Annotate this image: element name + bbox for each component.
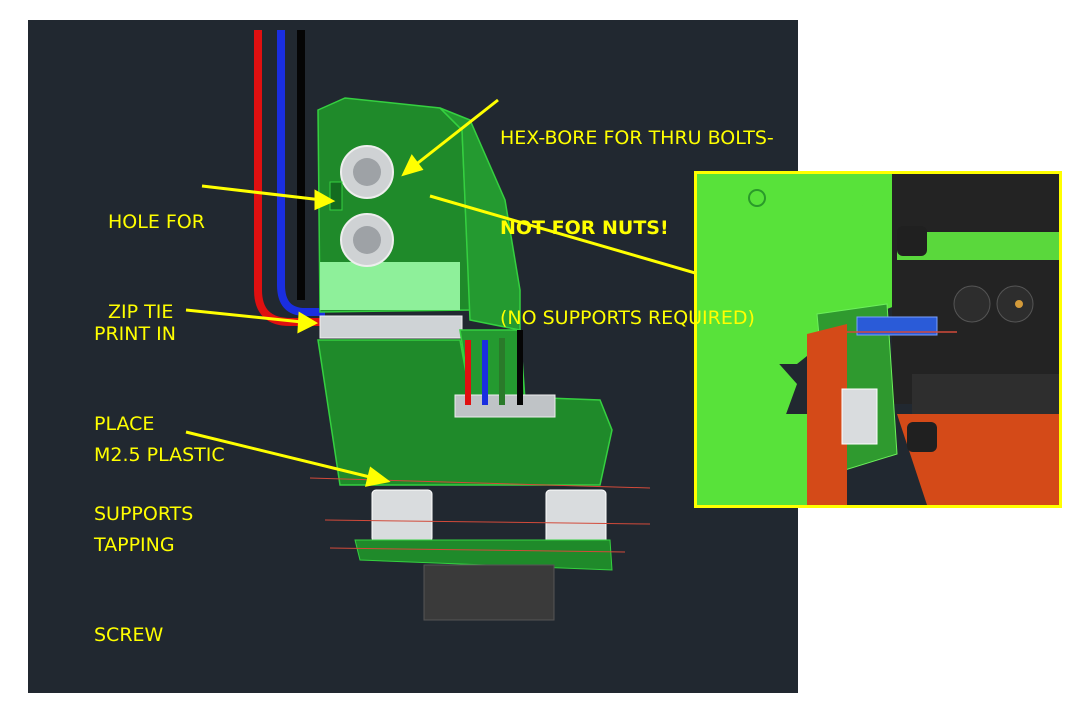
heater-block: [423, 564, 555, 621]
hex-bore-text-3: (NO SUPPORTS REQUIRED): [500, 307, 755, 329]
heater-plate-mount: [354, 539, 613, 571]
print-text-2: PLACE: [94, 413, 155, 435]
hex-bore-label: HEX-BORE FOR THRU BOLTS- NOT FOR NUTS! (…: [500, 63, 774, 363]
detail-render: [697, 174, 1059, 505]
screw-text-1: M2.5 PLASTIC: [94, 444, 225, 466]
zip-tie-text-2: ZIP TIE: [108, 301, 174, 323]
hex-bore-text-2: NOT FOR NUTS!: [500, 213, 774, 243]
print-supports-label: PRINT IN PLACE SUPPORTS: [94, 259, 193, 559]
construction-lines: [309, 477, 651, 553]
hex-bolt-top: [340, 145, 394, 199]
print-text-1: PRINT IN: [94, 323, 176, 345]
support-area: [320, 262, 460, 310]
screw-text-2: TAPPING: [94, 534, 175, 556]
zip-tie-text-1: HOLE FOR: [108, 211, 205, 233]
screw-text-3: SCREW: [94, 624, 164, 646]
hex-bore-warning: NOT FOR NUTS!: [500, 217, 669, 239]
zip-tie-label: HOLE FOR ZIP TIE: [108, 147, 205, 357]
screw-label: M2.5 PLASTIC TAPPING SCREW: [94, 380, 225, 680]
wire-bundle: [254, 30, 325, 326]
hex-bore-text-1: HEX-BORE FOR THRU BOLTS-: [500, 127, 774, 149]
zip-tie-hole: [329, 181, 343, 211]
print-supports-band: [319, 315, 463, 339]
print-text-3: SUPPORTS: [94, 503, 194, 525]
hex-bolt-bottom: [340, 213, 394, 267]
standoffs: [371, 489, 607, 551]
mount-upper-body: [317, 97, 521, 331]
mount-lower-body: [317, 329, 613, 486]
detail-inset: [694, 171, 1062, 508]
